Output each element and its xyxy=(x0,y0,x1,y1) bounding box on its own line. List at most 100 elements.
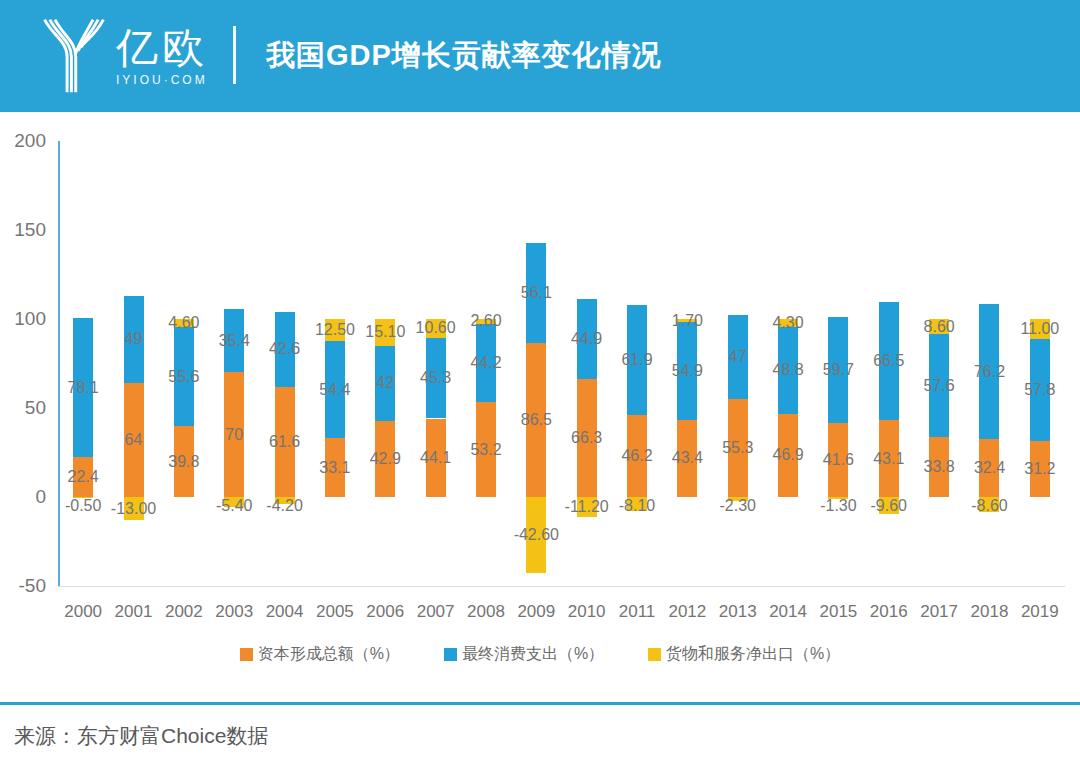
bar-value-label: 35.4 xyxy=(219,332,250,350)
bar-value-label: 42.6 xyxy=(269,340,300,358)
x-tick-label: 2007 xyxy=(417,602,455,622)
x-tick-label: 2003 xyxy=(215,602,253,622)
bar-value-label: 55.6 xyxy=(168,368,199,386)
bar-value-label: -1.30 xyxy=(820,497,856,515)
x-tick-label: 2008 xyxy=(467,602,505,622)
bar-value-label: -2.30 xyxy=(719,497,755,515)
bar-value-label: -13.00 xyxy=(111,500,156,518)
bar-value-label: 22.4 xyxy=(68,468,99,486)
x-tick-label: 2004 xyxy=(266,602,304,622)
bar-value-label: 15.10 xyxy=(365,323,405,341)
bar-value-label: 4.30 xyxy=(772,314,803,332)
bar-value-label: 11.00 xyxy=(1020,320,1059,338)
legend-item[interactable]: 最终消费支出（%） xyxy=(444,644,604,665)
bar-value-label: 48.8 xyxy=(772,361,803,379)
bar-value-label: 33.8 xyxy=(924,458,955,476)
x-tick-label: 2014 xyxy=(769,602,807,622)
bar-value-label: 12.50 xyxy=(315,321,355,339)
bar-value-label: 61.9 xyxy=(621,351,652,369)
bar-value-label: -11.20 xyxy=(565,498,609,516)
bar-value-label: 1.70 xyxy=(672,312,703,330)
stacked-bar-chart: 200150100500-5022.478.1-0.5020006449-13.… xyxy=(0,0,1080,700)
legend-label: 最终消费支出（%） xyxy=(462,644,604,665)
bar-value-label: 2.60 xyxy=(470,312,501,330)
y-axis-line xyxy=(58,141,60,586)
bar-value-label: 57.6 xyxy=(924,377,955,395)
bar-value-label: 44.9 xyxy=(571,330,602,348)
bar-value-label: 32.4 xyxy=(974,459,1005,477)
y-tick-label: 200 xyxy=(0,130,46,152)
y-tick-label: -50 xyxy=(0,575,46,597)
plot-baseline xyxy=(58,586,1065,587)
legend-item[interactable]: 资本形成总额（%） xyxy=(240,644,400,665)
bar-value-label: 46.2 xyxy=(621,447,652,465)
bar-value-label: 4.60 xyxy=(168,314,199,332)
x-tick-label: 2006 xyxy=(366,602,404,622)
x-tick-label: 2019 xyxy=(1021,602,1059,622)
bar-value-label: 49 xyxy=(125,330,143,348)
x-tick-label: 2015 xyxy=(820,602,858,622)
bar-value-label: 66.5 xyxy=(873,352,904,370)
bar-value-label: 39.8 xyxy=(168,453,199,471)
bar-value-label: 44.1 xyxy=(420,449,451,467)
legend-swatch-icon xyxy=(648,648,661,661)
bar-value-label: 54.4 xyxy=(319,381,350,399)
bar-value-label: 42.9 xyxy=(370,450,401,468)
y-tick-label: 100 xyxy=(0,308,46,330)
page: 亿欧 IYIOU·COM 我国GDP增长贡献率变化情况 200150100500… xyxy=(0,0,1080,776)
y-tick-label: 0 xyxy=(0,486,46,508)
bar-value-label: -42.60 xyxy=(514,526,559,544)
x-tick-label: 2001 xyxy=(115,602,153,622)
bar-value-label: 45.3 xyxy=(420,369,451,387)
bar-value-label: 33.1 xyxy=(319,459,350,477)
legend-swatch-icon xyxy=(444,648,457,661)
bar-value-label: 10.60 xyxy=(416,319,456,337)
x-tick-label: 2009 xyxy=(517,602,555,622)
bar-value-label: 86.5 xyxy=(521,411,552,429)
bar-value-label: 78.1 xyxy=(68,379,99,397)
bar-value-label: 56.1 xyxy=(521,284,552,302)
legend-label: 资本形成总额（%） xyxy=(258,644,400,665)
bar-value-label: 47 xyxy=(729,348,747,366)
bar-value-label: 42 xyxy=(376,374,394,392)
bar-value-label: -5.40 xyxy=(216,497,252,515)
bar-value-label: -8.60 xyxy=(971,497,1007,515)
x-tick-label: 2002 xyxy=(165,602,203,622)
bar-value-label: 8.60 xyxy=(924,318,955,336)
bar-value-label: -8.10 xyxy=(619,497,655,515)
chart-legend: 资本形成总额（%） 最终消费支出（%） 货物和服务净出口（%） xyxy=(0,640,1080,668)
bar-value-label: 66.3 xyxy=(571,429,602,447)
bar-value-label: 55.3 xyxy=(722,439,753,457)
source-text: 来源：东方财富Choice数据 xyxy=(14,722,268,750)
footer-divider xyxy=(0,702,1080,705)
bar-value-label: 70 xyxy=(225,426,243,444)
x-tick-label: 2018 xyxy=(971,602,1009,622)
bar-value-label: -9.60 xyxy=(871,497,907,515)
bar-value-label: 43.1 xyxy=(873,450,904,468)
legend-item[interactable]: 货物和服务净出口（%） xyxy=(648,644,840,665)
bar-value-label: 54.9 xyxy=(672,362,703,380)
y-tick-label: 150 xyxy=(0,219,46,241)
bar-value-label: 64 xyxy=(125,431,143,449)
legend-label: 货物和服务净出口（%） xyxy=(666,644,840,665)
x-tick-label: 2016 xyxy=(870,602,908,622)
bar-value-label: 61.6 xyxy=(269,433,300,451)
x-tick-label: 2000 xyxy=(64,602,102,622)
bar-value-label: -0.50 xyxy=(65,497,101,515)
bar-value-label: 53.2 xyxy=(470,441,501,459)
bar-value-label: 44.2 xyxy=(470,354,501,372)
bar-value-label: 31.2 xyxy=(1024,460,1055,478)
x-tick-label: 2017 xyxy=(920,602,958,622)
bar-value-label: 41.6 xyxy=(823,451,854,469)
legend-swatch-icon xyxy=(240,648,253,661)
x-tick-label: 2011 xyxy=(619,602,656,622)
bar-value-label: 43.4 xyxy=(672,449,703,467)
bar-value-label: 46.9 xyxy=(772,446,803,464)
bar-value-label: -4.20 xyxy=(266,497,302,515)
bar-value-label: 57.8 xyxy=(1024,381,1055,399)
x-tick-label: 2013 xyxy=(719,602,757,622)
x-tick-label: 2005 xyxy=(316,602,354,622)
x-tick-label: 2010 xyxy=(568,602,606,622)
bar-value-label: 59.7 xyxy=(823,361,854,379)
x-tick-label: 2012 xyxy=(668,602,706,622)
